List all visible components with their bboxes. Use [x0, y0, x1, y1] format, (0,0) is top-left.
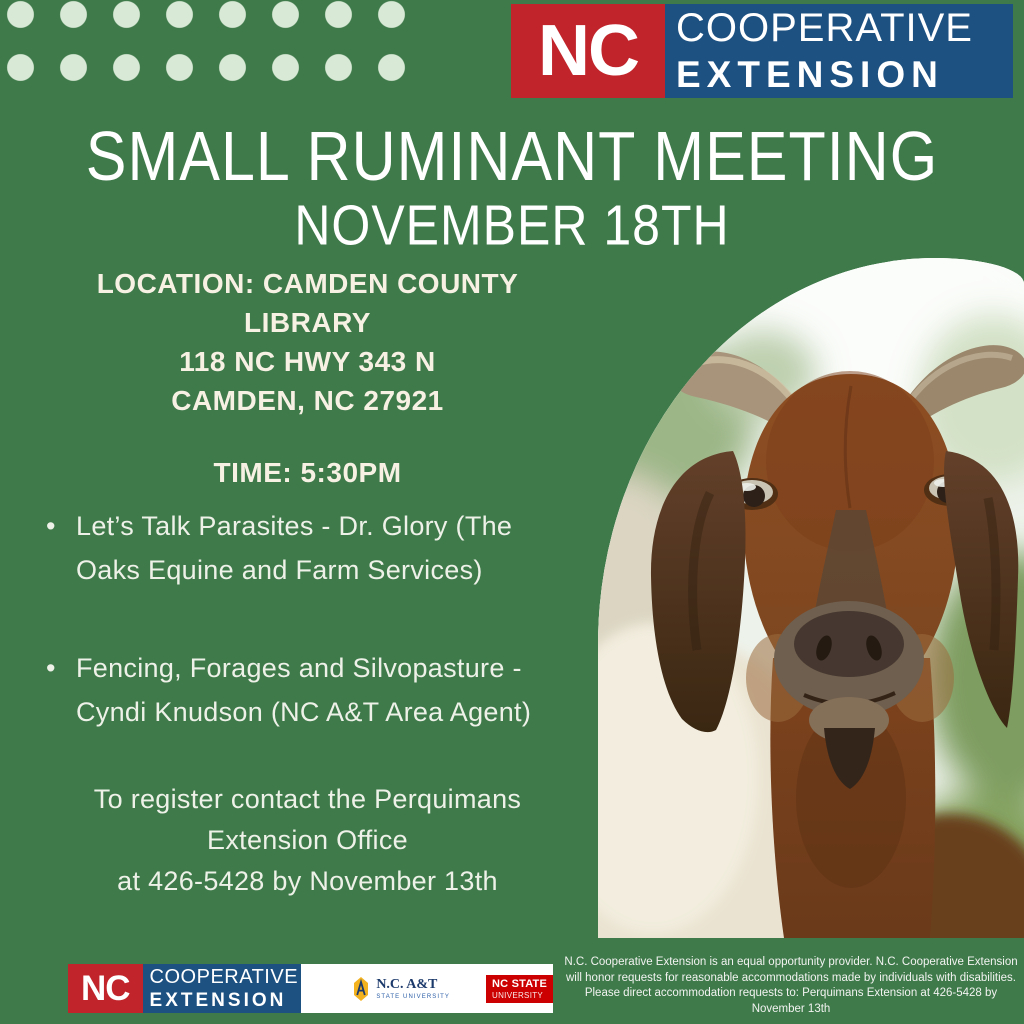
- ncat-emblem-icon: [354, 976, 369, 1001]
- location-line: CAMDEN, NC 27921: [171, 385, 444, 416]
- goat-nose: [794, 611, 904, 677]
- location-line: LOCATION: CAMDEN COUNTY: [96, 268, 519, 299]
- bullet-icon: [46, 646, 76, 734]
- agenda-item: Fencing, Forages and Silvopasture - Cynd…: [46, 646, 596, 734]
- goat-ear-right: [944, 451, 1019, 728]
- date-text: NOVEMBER 18TH: [294, 193, 730, 257]
- ncstate-name: NC STATE: [492, 977, 547, 990]
- footer-cooperative-label: COOPERATIVE: [149, 965, 299, 988]
- page-title: SMALL RUMINANT MEETING: [0, 116, 1024, 195]
- goat-photo-arch: [598, 258, 1024, 938]
- goat-illustration: [598, 345, 1024, 938]
- nc-logo-red-block: NC: [511, 4, 665, 98]
- agenda-item: Let’s Talk Parasites - Dr. Glory (The Oa…: [46, 504, 596, 592]
- disclaimer-line: November 13th: [751, 1002, 831, 1015]
- time-label: TIME: 5:30PM: [213, 457, 402, 488]
- nc-cooperative-extension-logo: NC COOPERATIVE EXTENSION: [511, 4, 1013, 98]
- footer-logo-bar: NC COOPERATIVE EXTENSION N.C. A&T STATE …: [68, 964, 553, 1013]
- goat-photo: [598, 258, 1024, 938]
- equal-opportunity-disclaimer: N.C. Cooperative Extension is an equal o…: [558, 955, 1024, 1017]
- ncat-wordmark: N.C. A&T STATE UNIVERSITY: [376, 977, 450, 1000]
- ncstate-logo: NC STATE UNIVERSITY: [486, 974, 553, 1003]
- footer-extension-label: EXTENSION: [149, 989, 287, 1011]
- agenda-item-text: Let’s Talk Parasites - Dr. Glory (The Oa…: [76, 504, 512, 592]
- disclaimer-line: Please direct accommodation requests to:…: [584, 987, 998, 999]
- ncat-logo: N.C. A&T STATE UNIVERSITY: [351, 976, 450, 1002]
- location-line: 118 NC HWY 343 N: [179, 346, 436, 377]
- agenda-line: Fencing, Forages and Silvopasture -: [76, 653, 522, 683]
- ncat-name: N.C. A&T: [376, 977, 438, 992]
- nc-logo-blue-block: COOPERATIVE EXTENSION: [665, 4, 1013, 98]
- event-date: NOVEMBER 18TH: [0, 192, 1024, 257]
- footer-nc-blue-block: COOPERATIVE EXTENSION: [142, 964, 302, 1013]
- polka-dots-pattern: [0, 0, 419, 95]
- footer-nc-red-block: NC: [68, 964, 143, 1013]
- location-block: LOCATION: CAMDEN COUNTY LIBRARY 118 NC H…: [20, 264, 595, 420]
- registration-line: at 426-5428 by November 13th: [117, 866, 498, 896]
- cooperative-label: COOPERATIVE: [676, 6, 973, 50]
- disclaimer-line: will honor requests for reasonable accom…: [565, 971, 1016, 984]
- agenda-line: Oaks Equine and Farm Services): [76, 555, 483, 585]
- ncat-subtitle: STATE UNIVERSITY: [376, 994, 451, 1000]
- disclaimer-line: N.C. Cooperative Extension is an equal o…: [564, 956, 1018, 968]
- location-line: LIBRARY: [244, 307, 371, 338]
- title-text: SMALL RUMINANT MEETING: [85, 117, 939, 195]
- registration-note: To register contact the Perquimans Exten…: [20, 779, 595, 902]
- agenda-line: Let’s Talk Parasites - Dr. Glory (The: [76, 511, 513, 541]
- ncstate-subtitle: UNIVERSITY: [492, 990, 544, 1000]
- bullet-icon: [46, 504, 76, 592]
- goat-beard: [824, 728, 875, 789]
- registration-line: Extension Office: [207, 825, 408, 855]
- goat-ear-left: [650, 451, 746, 733]
- extension-label: EXTENSION: [676, 54, 944, 95]
- footer-university-logos: N.C. A&T STATE UNIVERSITY NC STATE UNIVE…: [301, 964, 553, 1013]
- agenda-item-text: Fencing, Forages and Silvopasture - Cynd…: [76, 646, 531, 734]
- nc-logo-mark: NC: [538, 11, 640, 91]
- footer-nc-mark: NC: [80, 968, 131, 1008]
- agenda-line: Cyndi Knudson (NC A&T Area Agent): [76, 697, 532, 727]
- registration-line: To register contact the Perquimans: [93, 784, 522, 814]
